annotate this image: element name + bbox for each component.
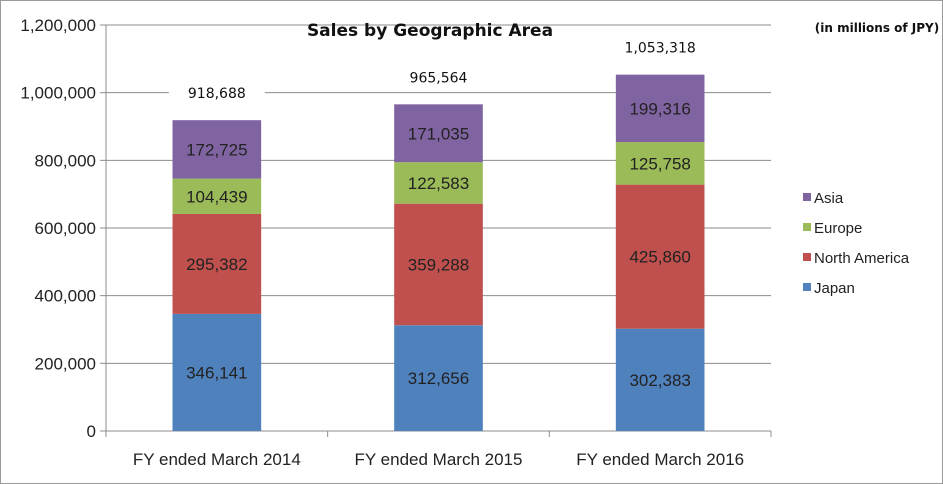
bar-segment-asia — [615, 74, 705, 143]
bar-segment-asia — [394, 104, 483, 163]
legend-swatch — [803, 253, 811, 261]
segment-value-label: 359,288 — [408, 255, 469, 274]
segment-value-label: 104,439 — [186, 187, 247, 206]
x-category-label: FY ended March 2015 — [355, 450, 523, 469]
segment-value-label: 425,860 — [629, 248, 690, 267]
segment-value-label: 199,316 — [629, 99, 690, 118]
segment-value-label: 172,725 — [186, 140, 247, 159]
x-category-label: FY ended March 2014 — [133, 450, 301, 469]
bar-segment-north-america — [615, 184, 705, 329]
y-tick-label: 200,000 — [35, 354, 96, 373]
legend: Asia Europe North America Japan — [803, 190, 910, 297]
bars — [172, 74, 705, 431]
bar-segment-north-america — [394, 203, 483, 326]
segment-value-label: 295,382 — [186, 255, 247, 274]
legend-swatch — [803, 223, 811, 231]
bar-segment-japan — [394, 325, 483, 431]
bar-segment-europe — [394, 162, 483, 204]
y-tick-label: 400,000 — [35, 287, 96, 306]
y-tick-label: 1,200,000 — [20, 16, 96, 35]
total-value-label: 1,053,318 — [625, 41, 696, 57]
bar-segment-europe — [172, 178, 262, 214]
total-label-background — [390, 67, 487, 90]
unit-note: (in millions of JPY) — [815, 21, 939, 35]
legend-label: Europe — [814, 220, 862, 237]
segment-value-label: 346,141 — [186, 363, 247, 382]
total-label-background — [168, 83, 265, 106]
chart-title: Sales by Geographic Area — [307, 21, 553, 41]
legend-label: Asia — [814, 190, 844, 207]
bar-segment-asia — [172, 120, 262, 179]
y-tick-label: 1,000,000 — [20, 84, 96, 103]
bar-segment-japan — [615, 328, 705, 431]
y-tick-label: 0 — [87, 422, 96, 441]
legend-swatch — [803, 283, 811, 291]
total-label-background — [612, 37, 709, 60]
segment-value-label: 171,035 — [408, 124, 469, 143]
y-tick-label: 800,000 — [35, 151, 96, 170]
y-tick-label: 600,000 — [35, 219, 96, 238]
bar-segment-japan — [172, 313, 262, 431]
total-value-label: 965,564 — [410, 70, 468, 86]
segment-value-label: 312,656 — [408, 369, 469, 388]
segment-value-label: 302,383 — [629, 371, 690, 390]
segment-value-label: 122,583 — [408, 174, 469, 193]
x-category-label: FY ended March 2016 — [576, 450, 744, 469]
total-value-label: 918,688 — [188, 86, 246, 102]
data-labels: 346,141 295,382 104,439 172,725 918,688 312,6… — [168, 37, 709, 390]
segment-value-label: 125,758 — [629, 154, 690, 173]
legend-label: Japan — [814, 280, 855, 297]
bar-segment-north-america — [172, 213, 262, 314]
bar-segment-europe — [615, 142, 705, 185]
legend-label: North America — [814, 250, 910, 267]
legend-swatch — [803, 193, 811, 201]
